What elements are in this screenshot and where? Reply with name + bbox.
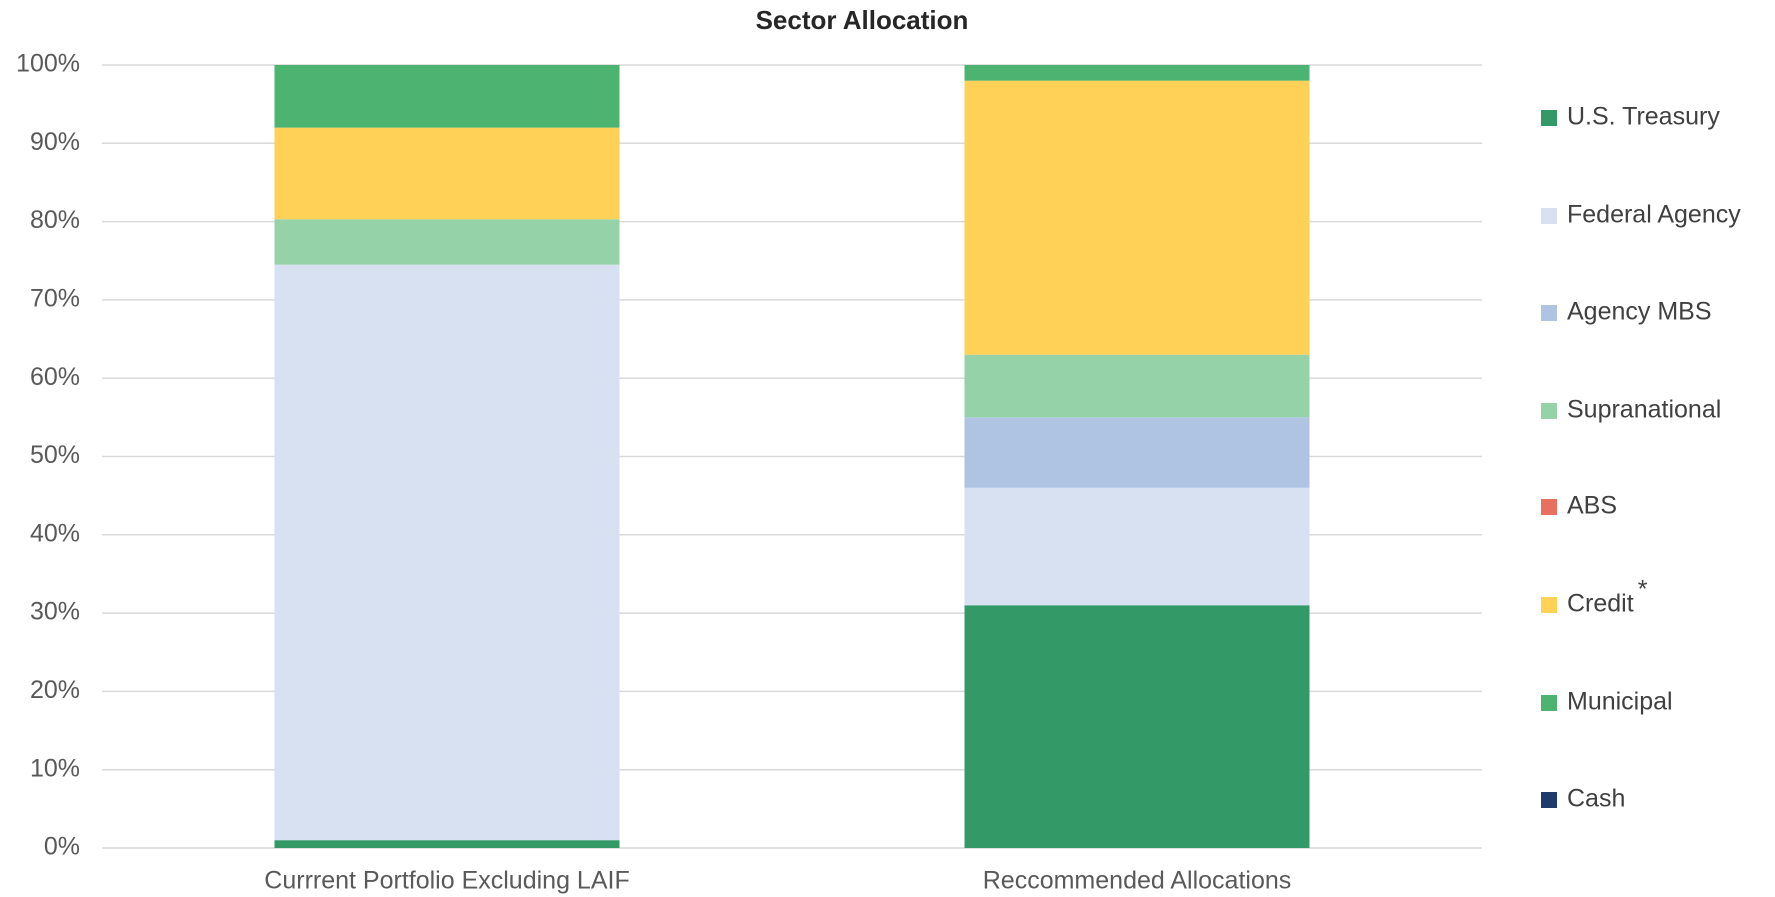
bar-segment <box>964 605 1310 848</box>
legend-label: U.S. Treasury <box>1567 103 1720 131</box>
legend-label: Agency MBS <box>1567 298 1712 326</box>
bar-segment <box>274 65 620 128</box>
legend-label: Credit <box>1567 590 1634 618</box>
y-tick-label: 100% <box>16 50 80 78</box>
x-tick-label: Reccommended Allocations <box>983 867 1292 895</box>
legend-swatch <box>1541 403 1557 419</box>
bar-segment <box>964 80 1310 355</box>
legend-label: Supranational <box>1567 396 1721 424</box>
legend-swatch <box>1541 597 1557 613</box>
y-tick-label: 80% <box>30 206 80 234</box>
bar-segment <box>964 65 1310 81</box>
bar-segment <box>274 264 620 841</box>
y-tick-label: 20% <box>30 676 80 704</box>
legend-swatch <box>1541 792 1557 808</box>
bar-segment <box>964 354 1310 418</box>
y-tick-label: 30% <box>30 598 80 626</box>
y-tick-label: 60% <box>30 363 80 391</box>
legend-label: Federal Agency <box>1567 201 1741 229</box>
bar-segment <box>274 219 620 265</box>
y-tick-label: 70% <box>30 285 80 313</box>
x-tick-label: Currrent Portfolio Excluding LAIF <box>264 867 629 895</box>
legend-superscript: * <box>1638 576 1648 604</box>
legend-label: Municipal <box>1567 688 1673 716</box>
bar-segment <box>964 487 1310 606</box>
bar-segment <box>274 840 620 848</box>
y-tick-label: 90% <box>30 128 80 156</box>
bar-segment <box>274 127 620 220</box>
legend-swatch <box>1541 499 1557 515</box>
legend-swatch <box>1541 695 1557 711</box>
chart-title: Sector Allocation <box>756 5 969 35</box>
legend-label: Cash <box>1567 785 1625 813</box>
y-tick-label: 0% <box>44 833 80 861</box>
y-tick-label: 50% <box>30 441 80 469</box>
bar-segment <box>964 417 1310 488</box>
legend-swatch <box>1541 305 1557 321</box>
legend-label: ABS <box>1567 492 1617 520</box>
legend-swatch <box>1541 110 1557 126</box>
y-tick-label: 40% <box>30 519 80 547</box>
legend-swatch <box>1541 208 1557 224</box>
y-tick-label: 10% <box>30 754 80 782</box>
